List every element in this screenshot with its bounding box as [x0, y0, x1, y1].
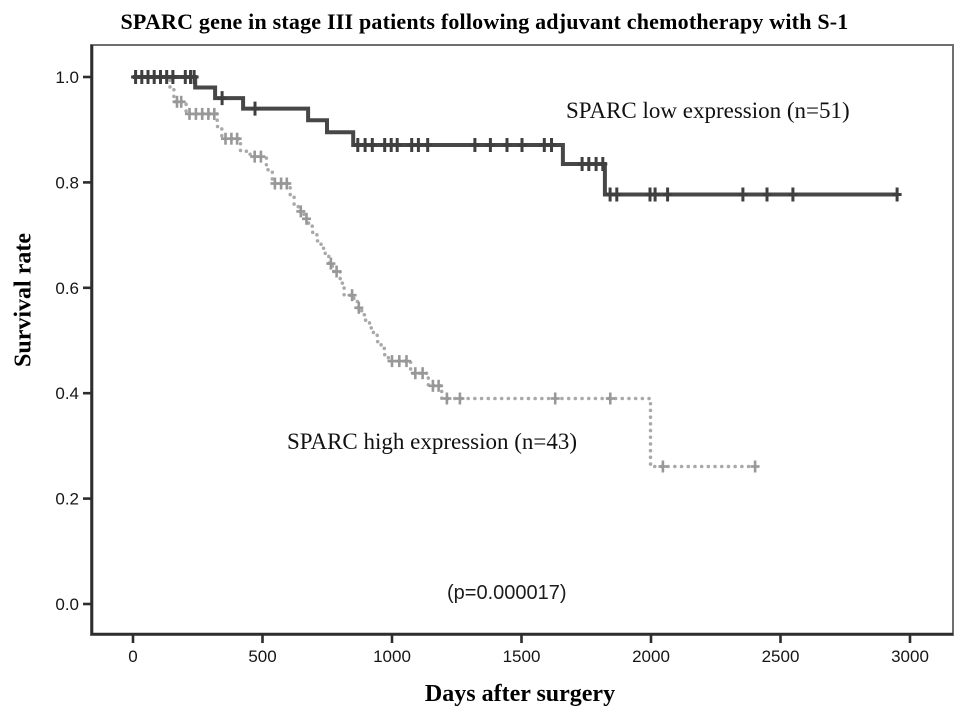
- x-tick-label: 1500: [503, 647, 541, 666]
- y-tick-label: 0.0: [55, 595, 79, 614]
- x-tick-label: 1000: [373, 647, 411, 666]
- x-tick-label: 2500: [762, 647, 800, 666]
- survival-curve-high: [131, 75, 757, 469]
- plot-frame: [90, 44, 954, 636]
- x-tick-label: 2000: [632, 647, 670, 666]
- x-tick-label: 3000: [891, 647, 929, 666]
- legend-label-low-expression: SPARC low expression (n=51): [566, 98, 850, 123]
- x-tick-label: 0: [128, 647, 137, 666]
- x-axis-label: Days after surgery: [424, 681, 616, 707]
- legend-label-high-expression: SPARC high expression (n=43): [287, 429, 578, 454]
- x-tick-label: 500: [248, 647, 276, 666]
- survival-curve-low: [133, 75, 899, 197]
- p-value-annotation: (p=0.000017): [447, 582, 567, 604]
- y-tick-label: 0.2: [55, 490, 79, 509]
- chart-title: SPARC gene in stage III patients followi…: [120, 9, 849, 34]
- y-tick-label: 0.4: [55, 384, 79, 403]
- y-tick-label: 1.0: [55, 68, 79, 87]
- y-tick-label: 0.8: [55, 173, 79, 192]
- y-tick-label: 0.6: [55, 279, 79, 298]
- y-axis-label: Survival rate: [10, 233, 37, 367]
